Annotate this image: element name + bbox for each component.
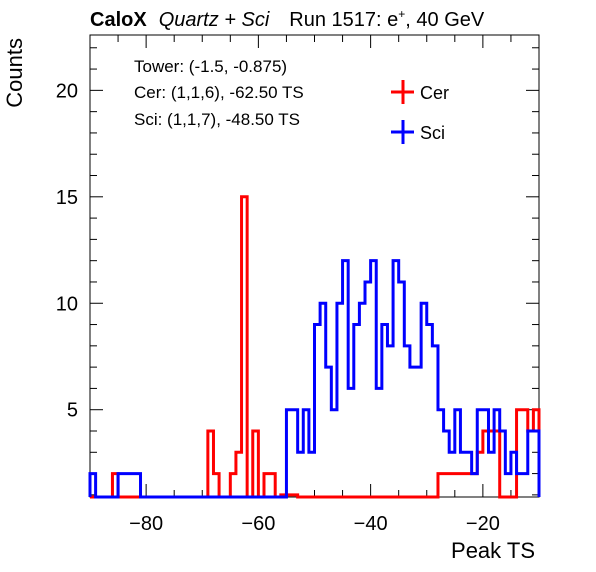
x-tick-label: −80 <box>129 513 163 535</box>
bin-sci <box>472 474 478 497</box>
bin-sci <box>466 452 472 497</box>
bin-sci <box>298 452 304 497</box>
title-run-charge: + <box>398 7 405 21</box>
bin-cer <box>264 474 270 497</box>
legend-cer-label: Cer <box>420 83 449 103</box>
bin-sci <box>326 367 332 497</box>
bin-sci <box>488 452 494 497</box>
info-cer: Cer: (1,1,6), -62.50 TS <box>134 83 304 102</box>
bin-sci <box>371 261 377 497</box>
bin-cer <box>230 474 236 497</box>
bin-sci <box>500 431 506 497</box>
bin-cer <box>213 474 219 497</box>
y-tick-label: 20 <box>56 80 78 102</box>
y-tick-label: 10 <box>56 293 78 315</box>
bin-sci <box>359 303 365 497</box>
bin-sci <box>382 325 388 497</box>
bin-sci <box>432 346 438 497</box>
bin-sci <box>494 410 500 497</box>
series-sci-line <box>88 259 541 499</box>
bin-sci <box>292 410 298 497</box>
bin-cer <box>208 431 214 497</box>
bin-sci <box>421 303 427 497</box>
legend: Cer Sci <box>391 80 449 144</box>
bin-sci <box>365 282 371 497</box>
title-run-suffix: , 40 GeV <box>405 9 485 31</box>
x-tick-label: −20 <box>466 513 500 535</box>
legend-entry-cer: Cer <box>391 80 449 104</box>
bin-sci <box>129 474 135 497</box>
bin-sci <box>303 410 309 497</box>
bin-sci <box>528 431 534 497</box>
bin-sci <box>477 410 483 497</box>
bin-sci <box>505 474 511 497</box>
x-axis-label: Peak TS <box>451 538 535 563</box>
bin-sci <box>460 452 466 497</box>
bin-sci <box>348 388 354 497</box>
bin-cer <box>236 452 242 497</box>
bin-sci <box>118 474 124 497</box>
bin-sci <box>124 474 130 497</box>
bin-sci <box>387 346 393 497</box>
bin-sci <box>449 452 455 497</box>
bin-sci <box>331 410 337 497</box>
bin-cer <box>242 197 248 497</box>
bin-sci <box>393 261 399 497</box>
title-brand: CaloX <box>90 9 147 31</box>
title-config: Quartz + Sci <box>159 9 270 31</box>
bin-sci <box>522 474 528 497</box>
y-tick-label: 15 <box>56 187 78 209</box>
bin-sci <box>309 452 315 497</box>
bin-sci <box>416 367 422 497</box>
x-tick-label: −40 <box>354 513 388 535</box>
bin-cer <box>270 474 276 497</box>
y-tick-label: 5 <box>67 400 78 422</box>
bin-sci <box>539 431 545 497</box>
bin-sci <box>410 367 416 497</box>
bin-sci <box>511 452 517 497</box>
legend-sci-label: Sci <box>420 123 445 143</box>
histogram-series <box>88 195 545 499</box>
bin-sci <box>90 474 96 497</box>
bin-sci <box>354 325 360 497</box>
bin-sci <box>438 410 444 497</box>
bin-sci <box>320 303 326 497</box>
legend-entry-sci: Sci <box>391 120 445 144</box>
bin-sci <box>455 410 461 497</box>
y-axis-label: Counts <box>2 38 27 108</box>
bin-sci <box>376 388 382 497</box>
bin-sci <box>517 474 523 497</box>
bin-sci <box>533 431 539 497</box>
bin-sci <box>404 346 410 497</box>
title-run-prefix: Run 1517: e <box>289 9 398 31</box>
bin-sci <box>343 261 349 497</box>
bin-sci <box>444 431 450 497</box>
info-tower: Tower: (-1.5, -0.875) <box>134 57 287 76</box>
chart-title: CaloX Quartz + Sci Run 1517: e+, 40 GeV <box>90 7 485 31</box>
bin-sci <box>399 282 405 497</box>
bin-sci <box>286 410 292 497</box>
info-sci: Sci: (1,1,7), -48.50 TS <box>134 110 300 129</box>
x-tick-label: −60 <box>241 513 275 535</box>
bin-cer <box>253 431 259 497</box>
bin-sci <box>135 474 141 497</box>
bin-sci <box>337 303 343 497</box>
tick-labels: −80 −60 −40 −20 5 10 15 20 <box>56 80 500 535</box>
bin-sci <box>427 325 433 497</box>
bin-sci <box>315 325 321 497</box>
bin-sci <box>483 410 489 497</box>
